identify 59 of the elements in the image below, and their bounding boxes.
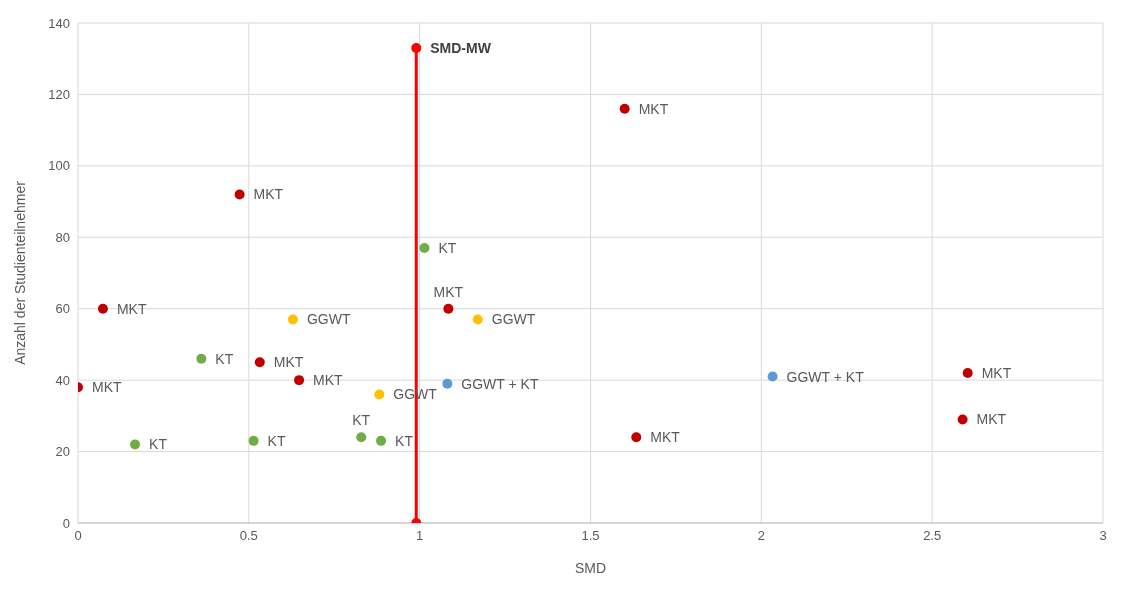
text: GGWT [491, 311, 536, 328]
text: MKT [981, 365, 1012, 381]
x-tick-label: 3 [1099, 528, 1107, 544]
y-axis-title: Anzahl der Studienteilnehmer [11, 180, 28, 365]
point [619, 103, 630, 114]
point [376, 435, 387, 446]
point [97, 303, 108, 314]
y-tick-label: 20 [55, 444, 70, 460]
text: KT [215, 350, 234, 367]
series-label: SMD-MW [430, 40, 492, 56]
point [130, 439, 141, 450]
point [294, 375, 305, 386]
text: KT [267, 432, 286, 449]
text: MKT [433, 283, 464, 300]
y-tick-label: 0 [62, 515, 70, 531]
point [254, 357, 265, 368]
point [631, 432, 642, 443]
point [248, 435, 259, 446]
point [411, 43, 422, 53]
point [374, 389, 385, 400]
point [472, 314, 483, 325]
text: KT [438, 240, 457, 256]
text: MKT [638, 100, 669, 117]
series-label: GGWT + KT [461, 375, 539, 392]
point [356, 432, 367, 443]
text: MKT [116, 300, 147, 317]
point [234, 189, 245, 200]
x-tick-label: 1 [416, 528, 424, 544]
point [287, 314, 298, 325]
x-tick-label: 2.5 [923, 528, 942, 544]
y-tick-label: 40 [55, 372, 70, 388]
text: KT [149, 436, 167, 453]
series-label: GGWT [306, 311, 351, 328]
x-tick-label: 2 [757, 528, 765, 544]
text: GGWT + KT [786, 368, 864, 385]
series-label: MKT [273, 354, 304, 371]
text: MKT [92, 379, 122, 396]
point [767, 371, 778, 382]
point [196, 353, 207, 364]
point [419, 243, 430, 253]
text: MKT [976, 411, 1007, 428]
x-axis-title: SMD [574, 560, 607, 576]
text: MKT [313, 372, 343, 389]
text: MKT [253, 186, 284, 203]
x-tick-label: 0 [74, 528, 82, 544]
y-tick-label: 80 [55, 229, 70, 245]
x-tick-label: 0.5 [239, 528, 258, 544]
x-tick-label: 1.5 [581, 528, 600, 544]
y-tick-label: 60 [55, 301, 70, 317]
y-tick-label: 100 [48, 158, 70, 174]
point [962, 368, 973, 378]
point [442, 378, 453, 389]
series-label: KT [352, 412, 371, 429]
text: MKT [650, 429, 680, 446]
point [443, 303, 454, 314]
text: KT [395, 432, 413, 449]
y-tick-label: 120 [48, 87, 70, 103]
y-tick-label: 140 [48, 15, 70, 31]
point [957, 414, 968, 425]
